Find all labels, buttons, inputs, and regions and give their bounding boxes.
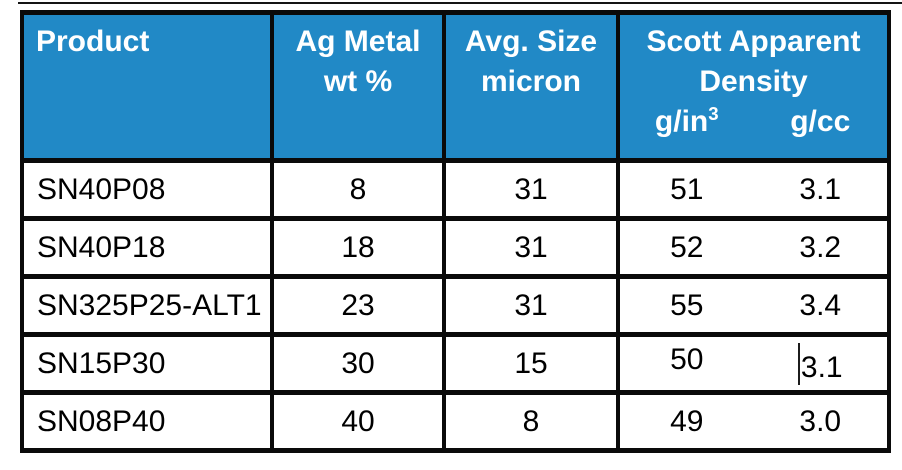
col-header-ag-metal: Ag Metal wt % <box>270 10 446 163</box>
cell-avg-size: 31 <box>442 158 620 221</box>
table-row-sn40p18: SN40P18 18 31 52 3.2 <box>20 216 891 279</box>
cell-product: SN40P18 <box>20 216 274 279</box>
unit-g-in-base: g/in <box>654 105 709 138</box>
cell-density-g-in3: 50 <box>670 342 704 376</box>
cell-density-g-cc: 3.0 <box>799 404 842 438</box>
cell-density-g-cc-value: 3.1 <box>800 350 843 384</box>
cell-product: SN325P25-ALT1 <box>20 274 274 337</box>
top-edge-line-artifact <box>18 2 902 4</box>
unit-g-in-superscript: 3 <box>708 103 719 124</box>
col-header-scott-density: Scott Apparent Density g/in3 g/cc <box>616 10 891 163</box>
cell-product: SN08P40 <box>20 390 274 453</box>
cell-ag-metal-wt: 18 <box>270 216 446 279</box>
col-header-avg-size: Avg. Size micron <box>442 10 620 163</box>
col-header-scott-line2: Density <box>699 65 808 98</box>
col-header-scott-line1: Scott Apparent <box>646 25 861 58</box>
cell-scott-density: 51 3.1 <box>616 158 891 221</box>
cell-density-g-in3: 52 <box>670 230 704 264</box>
cell-scott-density: 52 3.2 <box>616 216 891 279</box>
table-row-sn325p25-alt1: SN325P25-ALT1 23 31 55 3.4 <box>20 274 891 337</box>
cell-product: SN40P08 <box>20 158 274 221</box>
cell-scott-density: 49 3.0 <box>616 390 891 453</box>
cell-density-g-cc: 3.4 <box>799 288 842 322</box>
col-header-product: Product <box>20 10 274 163</box>
text-cursor-artifact <box>797 342 800 385</box>
table-row-sn40p08: SN40P08 8 31 51 3.1 <box>20 158 891 221</box>
cell-ag-metal-wt: 40 <box>270 390 446 453</box>
table-row-sn15p30: SN15P30 30 15 50 3.1 <box>20 332 891 395</box>
col-header-scott-units: g/in3 g/cc <box>620 102 887 142</box>
cell-ag-metal-wt: 30 <box>270 332 446 395</box>
cell-scott-density: 55 3.4 <box>616 274 891 337</box>
cell-density-g-in3: 55 <box>670 288 704 322</box>
col-header-ag-metal-line2: wt % <box>323 65 393 98</box>
col-header-avg-size-line1: Avg. Size <box>464 25 598 58</box>
header-row: Product Ag Metal wt % Avg. Size micron S… <box>20 10 891 163</box>
cell-avg-size: 31 <box>442 216 620 279</box>
cell-avg-size: 8 <box>442 390 620 453</box>
cell-ag-metal-wt: 8 <box>270 158 446 221</box>
cell-ag-metal-wt: 23 <box>270 274 446 337</box>
table-row-sn08p40: SN08P40 40 8 49 3.0 <box>20 390 891 453</box>
product-spec-table: Product Ag Metal wt % Avg. Size micron S… <box>20 10 891 453</box>
unit-label-g-cc: g/cc <box>790 105 851 138</box>
cell-avg-size: 15 <box>442 332 620 395</box>
cell-scott-density: 50 3.1 <box>616 332 891 395</box>
col-header-ag-metal-line1: Ag Metal <box>295 25 421 58</box>
unit-label-g-in3: g/in3 <box>620 102 754 142</box>
cell-density-g-in3: 51 <box>670 172 704 206</box>
col-header-product-label: Product <box>36 25 150 58</box>
cell-density-g-in3: 49 <box>670 404 704 438</box>
col-header-avg-size-line2: micron <box>480 65 582 98</box>
cell-density-g-cc: 3.2 <box>799 230 842 264</box>
cell-avg-size: 31 <box>442 274 620 337</box>
cell-density-g-cc: 3.1 <box>754 342 888 385</box>
cell-product: SN15P30 <box>20 332 274 395</box>
cell-density-g-cc: 3.1 <box>799 172 842 206</box>
